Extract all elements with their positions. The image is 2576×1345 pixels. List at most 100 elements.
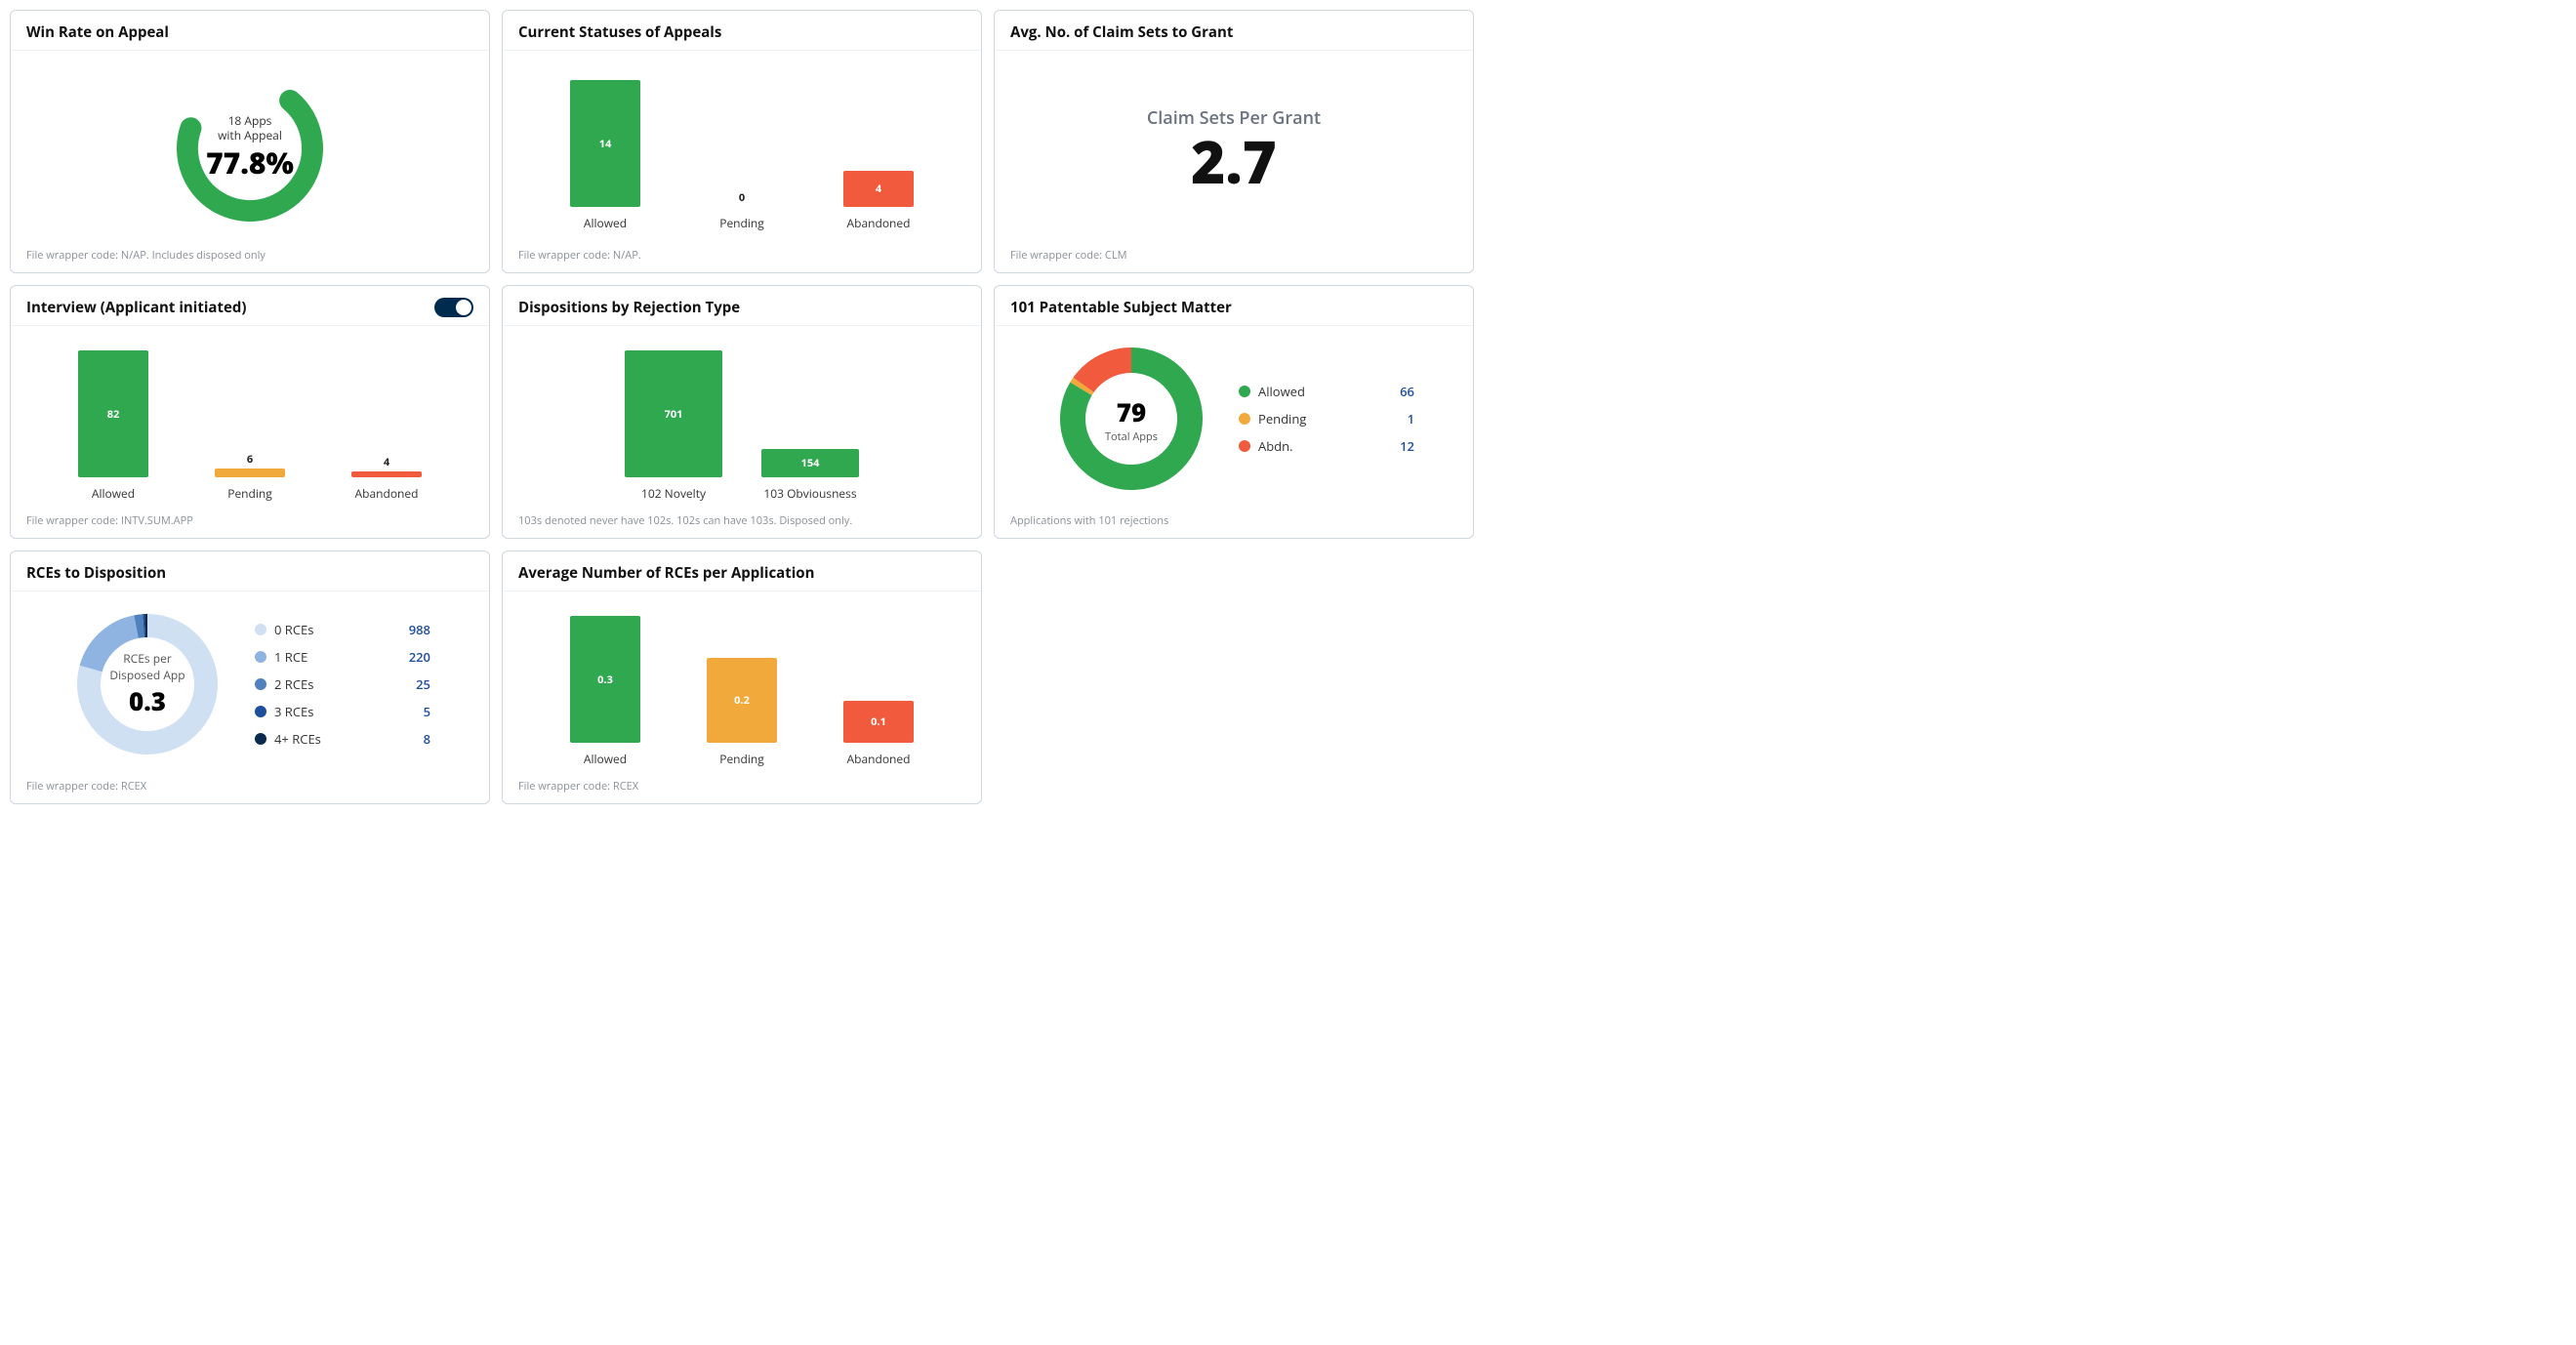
card-footer: 103s denoted never have 102s. 102s can h…: [503, 508, 981, 538]
donut-center-mid: Disposed App: [109, 667, 184, 683]
legend-row: 2 RCEs 25: [255, 675, 430, 693]
legend-row: 1 RCE 220: [255, 648, 430, 666]
card-footer: File wrapper code: RCEX: [503, 773, 981, 803]
legend-value: 988: [391, 621, 430, 638]
gauge-sub2: with Appeal: [206, 129, 294, 143]
bar-col: 14 Allowed: [556, 80, 654, 231]
legend-label: Abdn.: [1258, 437, 1293, 455]
card-avg-rces: Average Number of RCEs per Application 0…: [502, 550, 982, 804]
bar-col: 4Abandoned: [830, 80, 927, 231]
bar-category-label: Pending: [719, 751, 764, 767]
bar-category-label: Allowed: [584, 751, 627, 767]
card-rces-disposition: RCEs to Disposition RCEs per Disposed Ap…: [10, 550, 490, 804]
card-title: Current Statuses of Appeals: [518, 22, 721, 42]
legend-value: 220: [391, 648, 430, 666]
card-footer: File wrapper code: N/AP.: [503, 242, 981, 272]
bar: 0.2: [707, 658, 777, 743]
card-footer: File wrapper code: N/AP. Includes dispos…: [11, 242, 489, 272]
card-interview: Interview (Applicant initiated) 82Allowe…: [10, 285, 490, 539]
card-title: Average Number of RCEs per Application: [518, 563, 814, 583]
card-title: Dispositions by Rejection Type: [518, 298, 740, 317]
bar: 701: [625, 350, 722, 477]
legend-dot-icon: [255, 678, 266, 690]
card-dispo-rejection: Dispositions by Rejection Type 701 102 No…: [502, 285, 982, 539]
legend-value: 66: [1375, 383, 1414, 400]
bar-category-label: Abandoned: [355, 485, 419, 502]
donut-center-label: Total Apps: [1105, 429, 1158, 444]
legend-row: 0 RCEs988: [255, 621, 430, 638]
legend-row: Allowed 66: [1239, 383, 1414, 400]
legend-dot-icon: [255, 651, 266, 663]
legend-row: Pending 1: [1239, 410, 1414, 428]
bar-category-label: 102 Novelty: [641, 485, 706, 502]
card-appeal-status: Current Statuses of Appeals 14 Allowed 0 Pe…: [502, 10, 982, 273]
bar-value-label: 0: [693, 190, 791, 205]
bar: 0.3: [570, 616, 640, 743]
interview-toggle[interactable]: [434, 298, 473, 317]
rces-legend: 0 RCEs988 1 RCE 220 2 RCEs 25 3 RCEs 5 4+ RCEs 8: [255, 621, 430, 748]
bar-col: 82Allowed: [64, 350, 162, 502]
legend-row: Abdn.12: [1239, 437, 1414, 455]
card-footer: File wrapper code: INTV.SUM.APP: [11, 508, 489, 538]
gauge-percent: 77.8%: [206, 143, 294, 183]
bar-category-label: Pending: [719, 215, 764, 231]
legend-dot-icon: [1239, 413, 1250, 425]
legend-label: 3 RCEs: [274, 703, 313, 720]
card-title: Interview (Applicant initiated): [26, 298, 246, 317]
claim-sets-stat: Claim Sets Per Grant 2.7: [1147, 106, 1321, 190]
card-win-rate: Win Rate on Appeal 18 Apps with Appeal 7…: [10, 10, 490, 273]
legend-label: 4+ RCEs: [274, 730, 321, 748]
legend-dot-icon: [255, 733, 266, 745]
legend-dot-icon: [255, 624, 266, 635]
donut-center-value: 0.3: [109, 683, 184, 718]
bar-category-label: Allowed: [584, 215, 627, 231]
avg-rces-bars: 0.3 Allowed 0.2 Pending 0.1 Abandoned: [518, 601, 965, 767]
bar-col: 701 102 Novelty: [625, 350, 722, 502]
card-title: Avg. No. of Claim Sets to Grant: [1010, 22, 1233, 42]
stat-value: 2.7: [1147, 132, 1321, 190]
bar-category-label: Allowed: [92, 485, 135, 502]
bar: [351, 471, 422, 477]
legend-row: 4+ RCEs 8: [255, 730, 430, 748]
bar-col: 6 Pending: [201, 350, 299, 502]
win-rate-gauge: 18 Apps with Appeal 77.8%: [162, 61, 338, 236]
bar: 14: [570, 80, 640, 207]
legend-value: 1: [1375, 410, 1414, 428]
bar: [215, 469, 285, 478]
rces-donut: RCEs per Disposed App 0.3: [69, 606, 225, 762]
legend-value: 25: [391, 675, 430, 693]
legend-label: Allowed: [1258, 383, 1305, 400]
interview-bars: 82Allowed 6 Pending 4 Abandoned: [26, 336, 473, 502]
donut-center-value: 79: [1105, 394, 1158, 429]
card-subject-matter: 101 Patentable Subject Matter 79 Total A…: [994, 285, 1474, 539]
bar-category-label: Abandoned: [847, 751, 911, 767]
legend-row: 3 RCEs 5: [255, 703, 430, 720]
card-title: 101 Patentable Subject Matter: [1010, 298, 1232, 317]
card-footer: File wrapper code: RCEX: [11, 773, 489, 803]
legend-value: 8: [391, 730, 430, 748]
donut-center-top: RCEs per: [109, 650, 184, 667]
legend-label: Pending: [1258, 410, 1306, 428]
dashboard-grid: Win Rate on Appeal 18 Apps with Appeal 7…: [10, 10, 1474, 804]
bar-value-label: 4: [338, 455, 435, 469]
legend-label: 1 RCE: [274, 648, 307, 666]
legend-label: 2 RCEs: [274, 675, 313, 693]
bar-col: 0.3 Allowed: [556, 616, 654, 767]
bar-category-label: Pending: [227, 485, 272, 502]
legend-value: 5: [391, 703, 430, 720]
bar: 0.1: [843, 701, 914, 743]
legend-dot-icon: [1239, 440, 1250, 452]
bar-col: 154103 Obviousness: [761, 350, 859, 502]
appeal-status-bars: 14 Allowed 0 Pending 4Abandoned: [518, 65, 965, 231]
bar-col: 4 Abandoned: [338, 350, 435, 502]
card-footer: Applications with 101 rejections: [995, 508, 1473, 538]
bar-col: 0.1 Abandoned: [830, 616, 927, 767]
bar-col: 0 Pending: [693, 80, 791, 231]
subject-matter-legend: Allowed 66 Pending 1 Abdn.12: [1239, 383, 1414, 455]
card-title: Win Rate on Appeal: [26, 22, 169, 42]
bar-category-label: 103 Obviousness: [763, 485, 856, 502]
dispo-rejection-bars: 701 102 Novelty 154103 Obviousness: [518, 336, 965, 502]
legend-dot-icon: [255, 706, 266, 717]
bar-col: 0.2 Pending: [693, 616, 791, 767]
bar-value-label: 6: [201, 452, 299, 467]
